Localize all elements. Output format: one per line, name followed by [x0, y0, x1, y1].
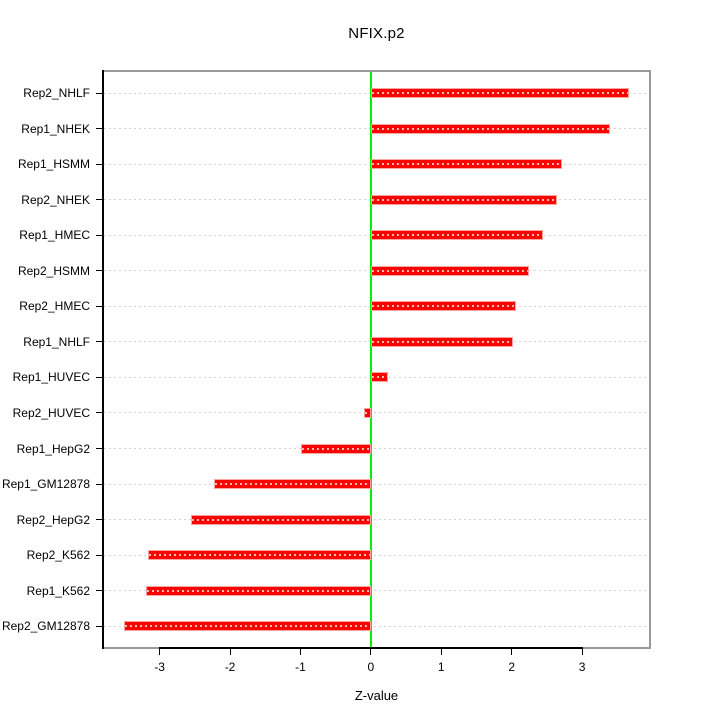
bar	[213, 479, 371, 490]
grid-line	[104, 625, 649, 627]
bar	[370, 194, 558, 205]
y-tick-label: Rep2_GM12878	[1, 619, 90, 634]
x-tick	[299, 649, 301, 655]
bar-dash-pattern	[191, 518, 370, 521]
bar	[370, 230, 544, 241]
x-tick	[159, 649, 161, 655]
grid-line	[104, 448, 649, 449]
x-tick	[370, 649, 372, 655]
y-axis-line	[102, 70, 104, 649]
grid-line	[104, 412, 649, 414]
bar-dash-pattern	[371, 198, 557, 201]
bar-dash-pattern	[371, 163, 561, 166]
x-axis-title: Z-value	[354, 688, 399, 703]
bar	[370, 372, 389, 383]
bar-dash-pattern	[371, 127, 609, 130]
x-tick-label: -1	[295, 660, 306, 674]
y-tick	[96, 199, 102, 201]
y-tick	[96, 341, 102, 343]
x-tick-label: -2	[224, 660, 236, 674]
y-tick	[96, 625, 102, 627]
bar	[370, 159, 562, 170]
y-tick	[96, 412, 102, 414]
y-tick	[96, 305, 102, 307]
bar	[146, 585, 371, 596]
y-tick	[96, 270, 102, 272]
y-tick	[96, 483, 102, 485]
y-tick-label: Rep2_HMEC	[19, 299, 90, 314]
y-tick-label: Rep2_HSMM	[17, 263, 90, 278]
bar-dash-pattern	[302, 447, 370, 450]
y-tick-label: Rep1_HepG2	[16, 441, 90, 456]
y-tick-label: Rep2_K562	[26, 548, 90, 563]
y-tick	[96, 448, 102, 449]
bar-dash-pattern	[371, 269, 529, 272]
chart-title: NFIX.p2	[348, 25, 405, 42]
bar	[190, 514, 371, 525]
y-tick-label: Rep2_HUVEC	[12, 405, 90, 420]
bar-dash-pattern	[364, 411, 370, 414]
y-tick	[96, 128, 102, 130]
bar	[124, 621, 371, 632]
grid-line	[104, 519, 649, 521]
y-tick	[96, 590, 102, 592]
y-tick-label: Rep1_NHEK	[21, 121, 90, 136]
y-tick	[96, 554, 102, 556]
y-tick-label: Rep1_HSMM	[17, 157, 90, 172]
y-tick	[96, 234, 102, 236]
grid-line	[104, 590, 649, 592]
y-tick-label: Rep2_NHLF	[23, 86, 90, 100]
y-tick	[96, 163, 102, 165]
plot-area: Rep2_NHLF Rep1_NHEK Rep1_HSMM Rep2_NHEK Rep1…	[2, 70, 651, 674]
y-tick	[96, 519, 102, 521]
y-tick	[96, 92, 102, 94]
bar-dash-pattern	[214, 483, 370, 486]
bar-dash-pattern	[125, 625, 370, 628]
x-tick-label: 1	[437, 660, 445, 674]
y-tick-label: Rep1_HUVEC	[12, 370, 90, 385]
bar-dash-pattern	[149, 554, 370, 557]
bar-dash-pattern	[371, 234, 543, 237]
x-axis-line	[158, 647, 584, 649]
x-tick	[511, 649, 513, 655]
bar	[370, 265, 530, 276]
bar-dash-pattern	[371, 92, 628, 94]
x-tick-label: 0	[367, 660, 375, 674]
y-tick-label: Rep1_K562	[26, 583, 90, 598]
bar-dash-pattern	[371, 340, 513, 343]
bar	[370, 88, 629, 98]
x-tick	[229, 649, 231, 655]
x-tick	[440, 649, 442, 655]
bar	[148, 550, 371, 561]
x-tick-label: 2	[508, 660, 516, 674]
bar-dash-pattern	[371, 305, 515, 308]
bar-dash-pattern	[371, 376, 388, 379]
y-tick-label: Rep1_NHLF	[23, 334, 90, 349]
zero-line	[369, 72, 372, 647]
grid-line	[104, 554, 649, 556]
bar	[363, 407, 371, 418]
bar	[301, 443, 371, 454]
y-tick-label: Rep1_HMEC	[19, 228, 90, 243]
grid-line	[104, 483, 649, 485]
bar	[370, 301, 516, 312]
y-tick-label: Rep1_GM12878	[1, 477, 90, 492]
x-tick	[581, 649, 583, 655]
x-tick-label: -3	[154, 660, 165, 674]
y-tick	[96, 376, 102, 378]
bar	[370, 336, 514, 347]
y-tick-label: Rep2_NHEK	[21, 192, 90, 207]
y-tick-label: Rep2_HepG2	[16, 512, 90, 527]
bar-dash-pattern	[147, 589, 370, 592]
x-tick-label: 3	[578, 660, 586, 674]
bar	[370, 123, 610, 134]
